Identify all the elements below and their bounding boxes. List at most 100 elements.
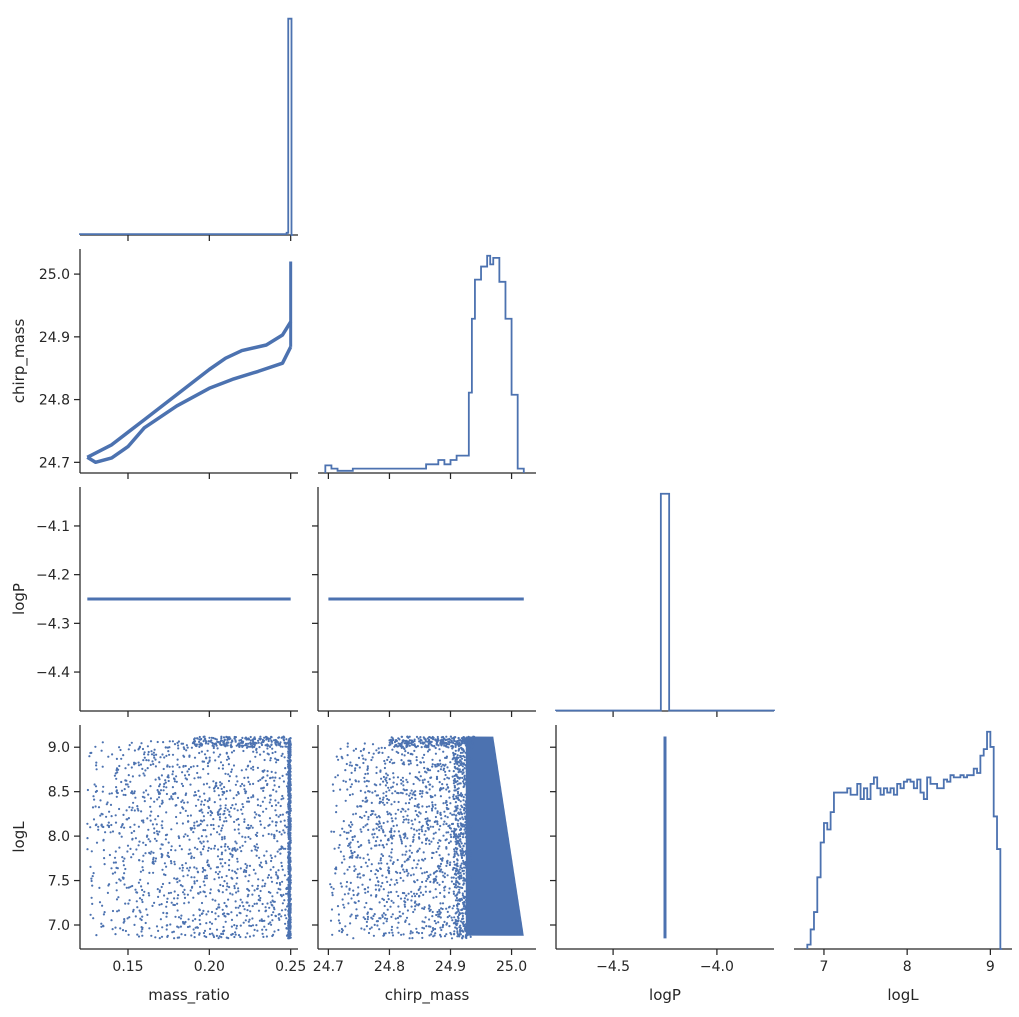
scatter-point [428,819,431,822]
scatter-point [425,870,428,874]
scatter-point [256,929,259,932]
scatter-point [464,741,468,744]
scatter-point [139,911,142,914]
scatter-point [234,739,237,742]
scatter-point [367,818,370,821]
scatter-point [254,848,257,851]
scatter-point [374,840,378,843]
scatter-point [118,878,121,881]
scatter-point [466,777,469,780]
scatter-point [286,741,289,745]
scatter-point [370,908,373,911]
scatter-point [386,862,389,865]
scatter-point [158,830,161,833]
scatter-point [331,933,334,936]
scatter-point [366,767,369,770]
scatter-point [335,811,338,814]
scatter-point [456,780,459,783]
scatter-point [367,780,370,783]
scatter-point [414,794,417,797]
scatter-point [237,906,240,909]
scatter-point [456,852,459,855]
scatter-point [182,746,185,749]
scatter-point [397,894,400,898]
scatter-point [207,846,210,850]
dense-scatter-band [465,736,524,936]
scatter-point [395,783,399,786]
scatter-point [138,909,141,912]
scatter-point [366,765,369,768]
scatter-point [440,765,443,768]
scatter-point [429,925,432,928]
scatter-point [289,742,292,745]
scatter-point [208,736,211,739]
scatter-point [441,742,444,745]
scatter-point [425,791,428,794]
scatter-point [454,767,458,770]
scatter-point [161,868,164,871]
scatter-point [362,826,365,829]
scatter-point [169,891,173,894]
scatter-point [157,776,160,779]
scatter-point [269,745,272,749]
scatter-point [463,803,466,806]
scatter-point [399,745,402,748]
scatter-point [255,849,258,852]
scatter-point [193,936,196,939]
scatter-point [142,759,145,762]
scatter-point [283,874,286,877]
scatter-point [343,893,346,896]
scatter-point [149,840,152,843]
scatter-point [453,797,456,801]
scatter-point [457,842,461,845]
scatter-point [419,742,422,745]
scatter-point [431,763,434,766]
scatter-point [467,913,470,917]
x-axis-label-mass_ratio: mass_ratio [148,986,230,1005]
scatter-point [431,851,434,855]
scatter-point [251,738,254,741]
scatter-point [155,753,158,756]
scatter-point [275,821,278,824]
scatter-point [176,763,179,766]
scatter-point [247,880,250,883]
scatter-point [444,801,447,804]
scatter-point [176,741,179,745]
scatter-point [408,735,411,738]
scatter-point [332,887,335,890]
scatter-point [436,820,439,824]
scatter-point [136,805,139,808]
scatter-point [438,883,441,886]
scatter-point [399,838,403,841]
scatter-point [391,762,394,765]
scatter-point [165,811,168,814]
scatter-point [410,827,413,830]
scatter-point [457,833,461,836]
scatter-point [175,780,178,783]
scatter-point [159,918,162,921]
scatter-point [165,924,168,927]
scatter-point [184,920,187,924]
scatter-point [232,797,235,800]
scatter-point [407,892,410,895]
scatter-point [171,931,174,934]
scatter-point [212,934,215,937]
scatter-point [460,828,463,831]
scatter-point [469,904,472,907]
scatter-point [461,832,464,835]
scatter-point [224,861,227,865]
scatter-point [461,914,464,918]
scatter-point [402,815,405,818]
scatter-point [247,920,250,923]
scatter-point [411,740,415,743]
scatter-point [461,765,464,768]
scatter-point [219,804,222,807]
scatter-point [124,779,127,782]
scatter-point [453,916,456,919]
scatter-point [421,792,424,795]
scatter-point [205,874,208,877]
scatter-point [204,829,207,832]
scatter-point [424,738,427,741]
scatter-point [437,847,440,850]
scatter-point [359,856,362,859]
